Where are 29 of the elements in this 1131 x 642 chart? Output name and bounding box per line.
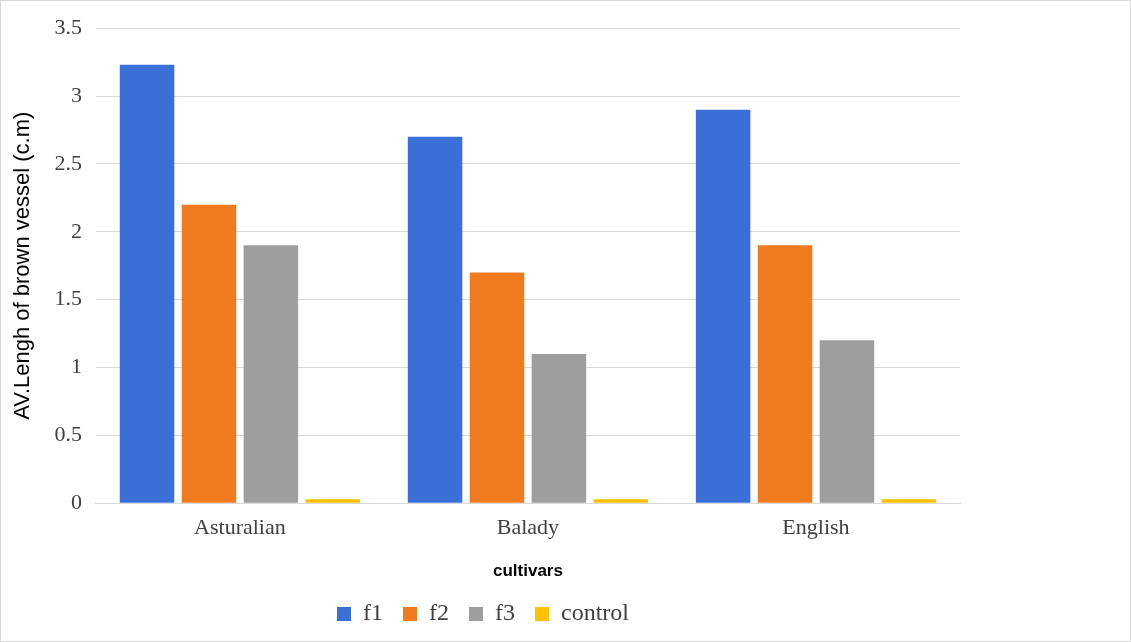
bar <box>243 245 299 503</box>
y-tick-label: 0 <box>70 488 82 514</box>
bar <box>305 499 361 503</box>
legend-label: f3 <box>495 599 516 626</box>
legend-label: f2 <box>429 599 450 626</box>
y-tick-label: 2 <box>70 217 82 243</box>
legend-label: control <box>561 599 630 626</box>
legend-label: f1 <box>363 599 384 626</box>
bar <box>119 64 175 503</box>
bar <box>593 499 649 503</box>
bar <box>819 340 875 503</box>
bar <box>757 245 813 503</box>
x-tick-label: English <box>782 514 850 540</box>
bar <box>469 272 525 503</box>
y-tick-label: 2.5 <box>54 149 82 175</box>
bar <box>695 109 751 503</box>
bar <box>407 136 463 503</box>
x-axis-title: cultivars <box>492 561 563 581</box>
bar <box>181 204 237 503</box>
x-tick-label: Balady <box>496 514 560 540</box>
bar <box>531 353 587 503</box>
y-tick-label: 3 <box>70 81 82 107</box>
y-tick-label: 3.5 <box>54 13 82 39</box>
bar <box>881 499 937 503</box>
y-tick-label: 0.5 <box>54 421 82 447</box>
y-axis-title: AV.Lengh of brown vessel (c.m) <box>9 111 35 420</box>
y-tick-label: 1.5 <box>54 285 82 311</box>
y-tick-label: 1 <box>70 353 82 379</box>
x-tick-label: Asturalian <box>194 514 286 540</box>
